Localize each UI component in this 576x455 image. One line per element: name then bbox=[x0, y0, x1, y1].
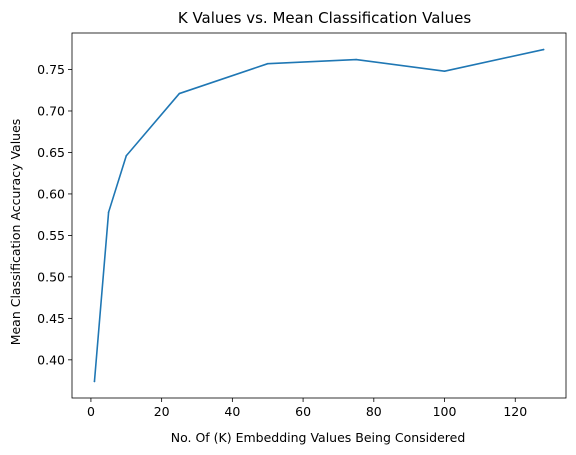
chart-title: K Values vs. Mean Classification Values bbox=[178, 9, 471, 27]
data-point bbox=[355, 58, 357, 61]
y-tick-label: 0.65 bbox=[37, 145, 65, 160]
x-tick-label: 80 bbox=[366, 404, 382, 419]
data-point bbox=[542, 48, 545, 51]
axes-frame bbox=[71, 32, 567, 399]
data-series-line bbox=[93, 48, 545, 383]
y-tick-label: 0.45 bbox=[37, 311, 65, 326]
data-point bbox=[443, 70, 446, 72]
y-tick-label: 0.50 bbox=[37, 269, 65, 284]
data-point bbox=[125, 154, 128, 157]
plot-area: 0 20 40 60 80 100 120 0.40 0.45 0.50 0.55 0.60 0.65 0… bbox=[37, 32, 567, 419]
x-axis-label: No. Of (K) Embedding Values Being Consid… bbox=[171, 430, 466, 445]
y-tick-label: 0.75 bbox=[37, 62, 65, 77]
data-point bbox=[93, 380, 96, 383]
x-tick-label: 20 bbox=[154, 404, 170, 419]
data-point bbox=[266, 62, 269, 65]
x-tick-label: 40 bbox=[224, 404, 240, 419]
y-tick-label: 0.55 bbox=[37, 228, 65, 243]
x-tick-label: 120 bbox=[503, 404, 527, 419]
data-point bbox=[178, 92, 181, 95]
y-tick-label: 0.70 bbox=[37, 103, 65, 118]
y-tick-label: 0.60 bbox=[37, 186, 65, 201]
y-axis-label-group: Mean Classification Accuracy Values bbox=[8, 119, 23, 346]
y-tick-label: 0.40 bbox=[37, 352, 65, 367]
x-tick-label: 100 bbox=[433, 404, 457, 419]
y-axis-label: Mean Classification Accuracy Values bbox=[8, 119, 23, 346]
data-point bbox=[107, 211, 110, 213]
x-tick-label: 60 bbox=[295, 404, 311, 419]
x-tick-label: 0 bbox=[87, 404, 95, 419]
